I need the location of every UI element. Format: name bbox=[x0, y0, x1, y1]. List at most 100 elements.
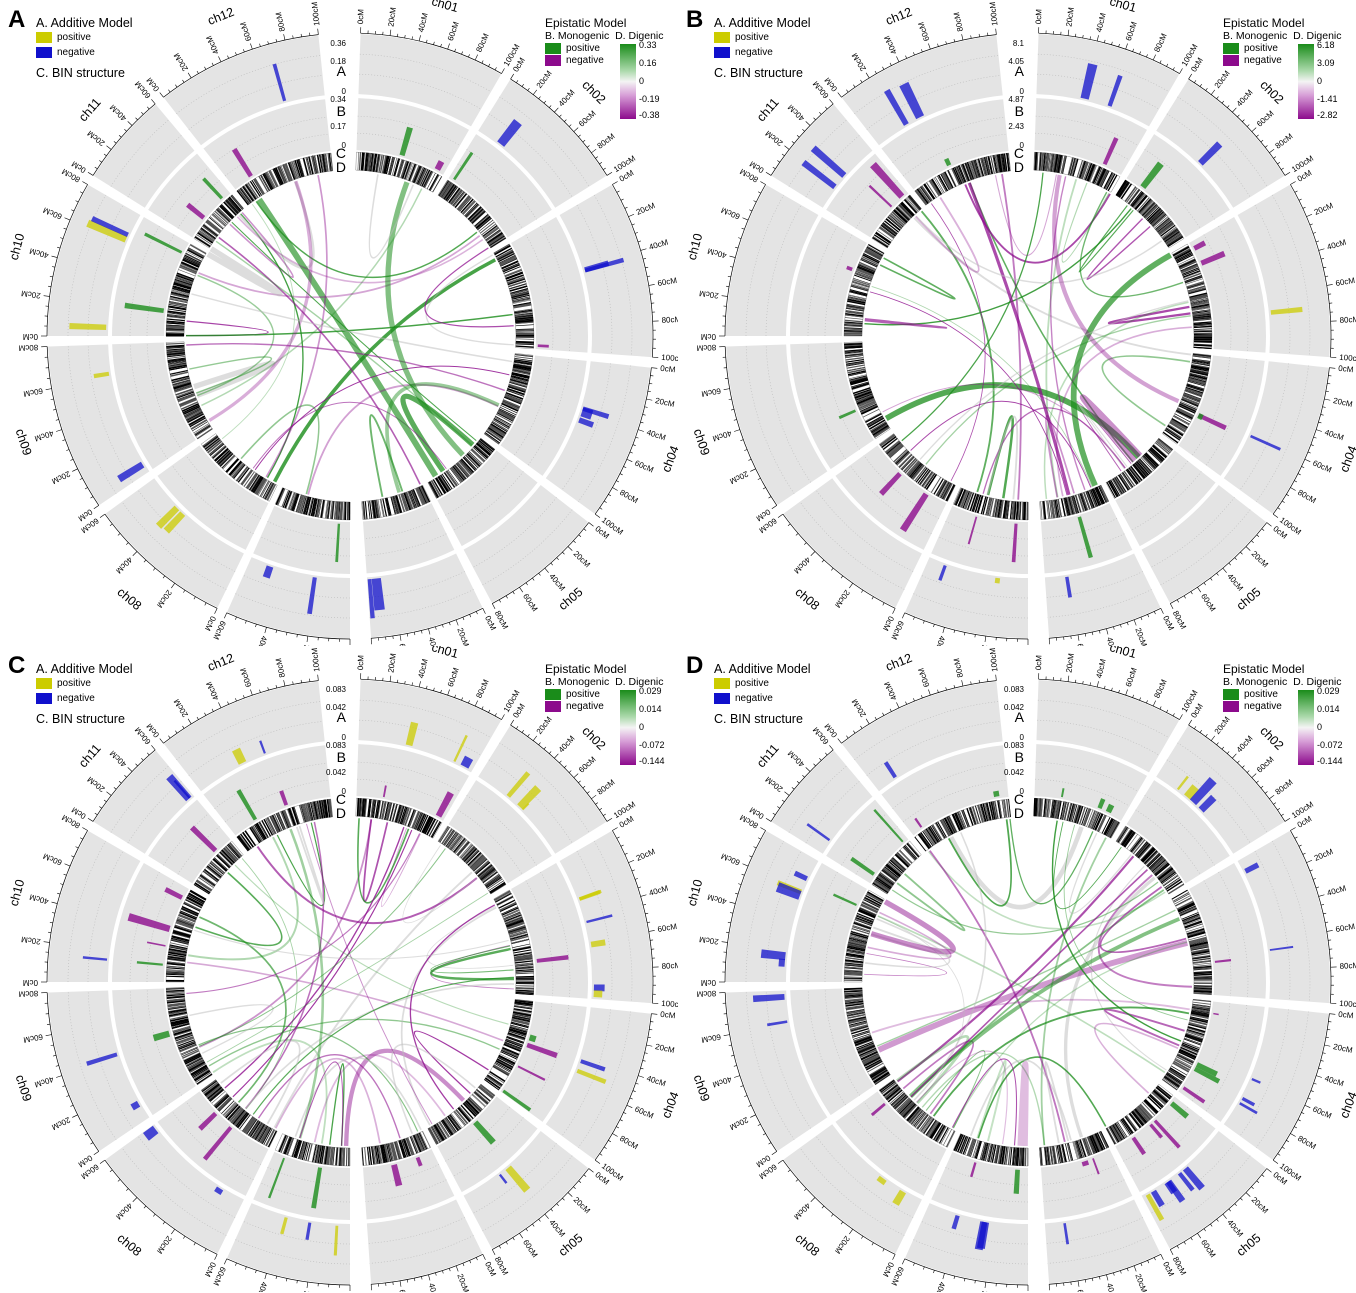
bin-mark bbox=[848, 371, 867, 377]
bin-mark bbox=[367, 1147, 370, 1166]
guide-ring bbox=[365, 1179, 447, 1202]
bin-mark bbox=[183, 1052, 201, 1061]
bin-mark bbox=[308, 156, 314, 175]
bin-mark bbox=[193, 1069, 210, 1081]
bin-mark bbox=[446, 470, 458, 486]
monogenic-label: B. Monogenic bbox=[545, 30, 610, 42]
bin-mark bbox=[472, 1093, 486, 1107]
bin-mark bbox=[454, 464, 467, 480]
tick-label: 80cM bbox=[596, 131, 617, 150]
tick-label: 40cM bbox=[882, 34, 899, 56]
bin-mark bbox=[504, 394, 523, 402]
bin-mark bbox=[515, 969, 534, 972]
bin-mark bbox=[1118, 182, 1130, 198]
bin-mark bbox=[435, 1123, 446, 1140]
bin-mark bbox=[512, 943, 531, 948]
bin-mark bbox=[961, 490, 969, 508]
digenic-link bbox=[191, 293, 513, 363]
scale-tick bbox=[1302, 206, 1306, 209]
bin-mark bbox=[1179, 261, 1197, 270]
bin-mark bbox=[981, 496, 987, 515]
bin-mark bbox=[181, 1047, 198, 1056]
bin-mark bbox=[293, 1139, 301, 1158]
bin-mark bbox=[1073, 495, 1079, 514]
track-a-bg bbox=[545, 361, 651, 514]
track-a-bg bbox=[358, 680, 501, 773]
scale-tick bbox=[1324, 398, 1331, 401]
legend-positive: positive bbox=[36, 31, 133, 45]
scale-tick bbox=[501, 714, 505, 720]
bin-mark bbox=[312, 498, 318, 517]
bin-mark bbox=[213, 212, 228, 226]
tick-label: 20cM bbox=[455, 627, 470, 646]
bin-mark bbox=[393, 158, 400, 177]
scale-tick bbox=[612, 487, 618, 491]
bin-mark bbox=[856, 268, 874, 277]
bin-mark bbox=[1139, 458, 1152, 473]
bin-mark bbox=[414, 812, 424, 830]
scale-tick bbox=[1286, 494, 1290, 497]
bin-mark bbox=[934, 176, 945, 193]
track-scale-label: 2.43 bbox=[1008, 122, 1024, 131]
bin-mark bbox=[849, 375, 867, 381]
track-b-bg bbox=[1178, 355, 1265, 476]
bin-mark bbox=[502, 910, 520, 918]
negative-swatch bbox=[714, 46, 730, 58]
bin-mark bbox=[194, 1070, 211, 1082]
scale-tick bbox=[275, 629, 277, 633]
track-b-bg bbox=[112, 342, 196, 470]
bin-mark bbox=[1005, 500, 1009, 519]
bin-mark bbox=[1186, 280, 1204, 287]
bin-mark bbox=[184, 1054, 202, 1064]
bin-mark bbox=[305, 497, 311, 515]
bin-mark bbox=[1097, 168, 1106, 186]
bin-mark bbox=[489, 237, 506, 248]
scale-axis bbox=[226, 1258, 351, 1286]
bin-mark bbox=[513, 1010, 532, 1016]
bin-mark bbox=[494, 1063, 511, 1073]
bin-mark bbox=[457, 462, 470, 477]
track-a-bg bbox=[1156, 79, 1285, 208]
scale-tick bbox=[1316, 429, 1322, 432]
bin-mark bbox=[1181, 265, 1199, 274]
bin-mark bbox=[1004, 500, 1008, 519]
bin-mark bbox=[1072, 158, 1079, 177]
bin-mark bbox=[868, 244, 885, 255]
bin-mark bbox=[166, 999, 186, 1003]
bin-mark bbox=[940, 481, 950, 499]
scale-tick bbox=[646, 1044, 653, 1047]
scale-tick bbox=[447, 43, 450, 50]
epistatic-positive-swatch bbox=[1223, 43, 1239, 54]
bin-mark bbox=[251, 476, 263, 492]
bin-mark bbox=[183, 407, 201, 416]
bin-mark bbox=[844, 345, 863, 348]
scale-value: -0.38 bbox=[639, 110, 660, 120]
bin-mark bbox=[239, 1114, 251, 1130]
bin-mark bbox=[429, 174, 440, 191]
bin-mark bbox=[401, 493, 408, 512]
bin-mark bbox=[409, 1136, 418, 1154]
bin-mark bbox=[1190, 300, 1209, 305]
bin-mark bbox=[507, 276, 525, 284]
bin-mark bbox=[300, 1141, 307, 1160]
tick-label: 40cM bbox=[427, 636, 441, 646]
scale-tick bbox=[510, 719, 514, 726]
bin-mark bbox=[403, 1138, 411, 1157]
scale-tick bbox=[1183, 595, 1186, 599]
bin-mark bbox=[442, 828, 453, 845]
bin-mark bbox=[857, 265, 875, 274]
bin-mark bbox=[901, 456, 915, 471]
bin-mark bbox=[443, 183, 454, 199]
bin-mark bbox=[505, 1038, 523, 1046]
bin-mark bbox=[242, 186, 254, 202]
bin-mark bbox=[299, 1141, 306, 1160]
bin-mark bbox=[452, 465, 465, 481]
bin-mark bbox=[930, 476, 942, 493]
bin-mark bbox=[477, 441, 493, 454]
scale-tick bbox=[1322, 406, 1326, 408]
bin-mark bbox=[506, 921, 524, 928]
scale-tick bbox=[1290, 487, 1296, 491]
bin-mark bbox=[1148, 208, 1162, 222]
scale-tick bbox=[849, 583, 854, 589]
bin-mark bbox=[1057, 154, 1063, 173]
